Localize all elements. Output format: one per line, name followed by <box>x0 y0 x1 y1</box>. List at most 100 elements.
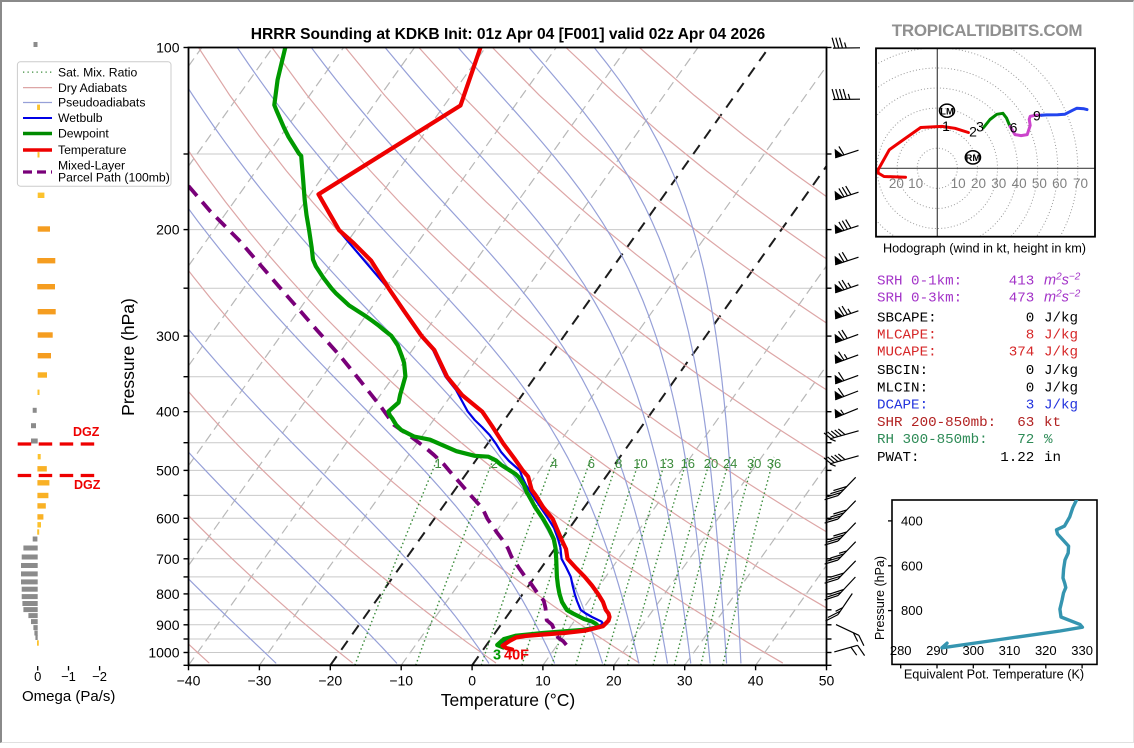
svg-text:16: 16 <box>681 456 695 471</box>
svg-text:0: 0 <box>1026 380 1035 396</box>
svg-text:3: 3 <box>1026 398 1035 414</box>
svg-text:800: 800 <box>901 603 923 618</box>
svg-text:300: 300 <box>156 328 180 344</box>
svg-text:3: 3 <box>976 119 984 135</box>
svg-text:72: 72 <box>1017 432 1034 448</box>
svg-text:6: 6 <box>588 456 595 471</box>
svg-text:RH 300-850mb:: RH 300-850mb: <box>877 432 988 448</box>
svg-text:800: 800 <box>156 586 180 602</box>
svg-text:MUCAPE:: MUCAPE: <box>877 345 937 361</box>
svg-text:Pseudoadiabats: Pseudoadiabats <box>58 96 145 110</box>
svg-text:30: 30 <box>991 176 1006 191</box>
svg-text:70: 70 <box>1073 176 1088 191</box>
svg-text:40: 40 <box>1012 176 1027 191</box>
svg-text:100: 100 <box>156 40 180 56</box>
svg-text:8: 8 <box>615 456 622 471</box>
svg-text:10: 10 <box>535 672 551 688</box>
svg-text:kt: kt <box>1044 415 1061 431</box>
svg-text:Mixed-Layer: Mixed-Layer <box>58 159 125 173</box>
svg-text:Pressure (hPa): Pressure (hPa) <box>118 298 138 416</box>
svg-text:SRH 0-1km:: SRH 0-1km: <box>877 274 962 290</box>
svg-text:J/kg: J/kg <box>1044 345 1078 361</box>
svg-text:24: 24 <box>723 456 737 471</box>
svg-text:13: 13 <box>659 456 673 471</box>
svg-text:20: 20 <box>889 176 904 191</box>
svg-text:10: 10 <box>951 176 966 191</box>
svg-text:600: 600 <box>901 558 923 573</box>
svg-text:20: 20 <box>704 456 718 471</box>
svg-text:60: 60 <box>1052 176 1067 191</box>
svg-text:DCAPE:: DCAPE: <box>877 398 928 414</box>
svg-text:30: 30 <box>747 456 761 471</box>
svg-text:36: 36 <box>767 456 781 471</box>
svg-text:30: 30 <box>677 672 693 688</box>
svg-text:Pressure (hPa): Pressure (hPa) <box>873 556 887 640</box>
svg-text:Temperature (°C): Temperature (°C) <box>441 690 575 710</box>
svg-text:%: % <box>1044 432 1053 448</box>
svg-text:8: 8 <box>1026 328 1035 344</box>
svg-text:9: 9 <box>1033 108 1041 124</box>
svg-text:LM: LM <box>940 106 954 117</box>
svg-text:0: 0 <box>34 669 41 684</box>
svg-text:MLCAPE:: MLCAPE: <box>877 328 937 344</box>
svg-text:SHR 200-850mb:: SHR 200-850mb: <box>877 415 996 431</box>
svg-text:Temperature: Temperature <box>58 143 127 157</box>
svg-text:400: 400 <box>901 513 923 528</box>
svg-text:374: 374 <box>1009 345 1035 361</box>
svg-text:1000: 1000 <box>148 645 179 661</box>
svg-text:m2s−2: m2s−2 <box>1044 272 1081 289</box>
svg-text:300: 300 <box>962 643 984 658</box>
svg-text:2: 2 <box>969 124 977 140</box>
svg-text:−20: −20 <box>318 672 342 688</box>
svg-text:m2s−2: m2s−2 <box>1044 289 1081 306</box>
svg-text:−10: −10 <box>389 672 413 688</box>
svg-text:Dewpoint: Dewpoint <box>58 127 109 141</box>
svg-text:400: 400 <box>156 404 180 420</box>
svg-text:4: 4 <box>551 456 558 471</box>
svg-text:500: 500 <box>156 462 180 478</box>
svg-text:0: 0 <box>1026 311 1035 327</box>
svg-text:−2: −2 <box>92 669 107 684</box>
svg-text:−30: −30 <box>248 672 272 688</box>
svg-text:40: 40 <box>748 672 764 688</box>
svg-text:Wetbulb: Wetbulb <box>58 111 103 125</box>
svg-text:J/kg: J/kg <box>1044 311 1078 327</box>
svg-text:2: 2 <box>491 456 498 471</box>
svg-text:J/kg: J/kg <box>1044 363 1078 379</box>
svg-text:20: 20 <box>971 176 986 191</box>
svg-text:−1: −1 <box>61 669 76 684</box>
svg-text:J/kg: J/kg <box>1044 380 1078 396</box>
svg-text:10: 10 <box>633 456 647 471</box>
svg-text:HRRR Sounding at KDKB Init: 01: HRRR Sounding at KDKB Init: 01z Apr 04 [… <box>251 26 766 43</box>
svg-text:DGZ: DGZ <box>73 425 100 439</box>
svg-text:1: 1 <box>942 118 950 134</box>
svg-text:1: 1 <box>434 456 441 471</box>
svg-text:PWAT:: PWAT: <box>877 450 920 466</box>
svg-text:3: 3 <box>493 648 501 664</box>
svg-text:50: 50 <box>819 672 835 688</box>
svg-text:473: 473 <box>1009 291 1035 307</box>
svg-text:Hodograph (wind in kt, height: Hodograph (wind in kt, height in km) <box>883 242 1086 256</box>
svg-text:Parcel Path (100mb): Parcel Path (100mb) <box>58 171 170 185</box>
svg-text:900: 900 <box>156 617 180 633</box>
svg-text:20: 20 <box>606 672 622 688</box>
svg-text:310: 310 <box>999 643 1021 658</box>
svg-text:320: 320 <box>1035 643 1057 658</box>
svg-text:Omega (Pa/s): Omega (Pa/s) <box>22 688 115 705</box>
svg-text:600: 600 <box>156 510 180 526</box>
svg-text:50: 50 <box>1032 176 1047 191</box>
svg-text:1.22: 1.22 <box>1000 450 1034 466</box>
svg-text:10: 10 <box>908 176 923 191</box>
svg-text:6: 6 <box>1010 120 1018 136</box>
svg-text:700: 700 <box>156 551 180 567</box>
svg-text:TROPICALTIDBITS.COM: TROPICALTIDBITS.COM <box>892 21 1083 40</box>
svg-text:Sat. Mix. Ratio: Sat. Mix. Ratio <box>58 65 137 79</box>
svg-text:DGZ: DGZ <box>74 478 101 492</box>
svg-text:200: 200 <box>156 222 180 238</box>
svg-text:63: 63 <box>1017 415 1034 431</box>
svg-text:in: in <box>1044 450 1061 466</box>
svg-text:J/kg: J/kg <box>1044 398 1078 414</box>
svg-text:0: 0 <box>468 672 476 688</box>
svg-text:−40: −40 <box>177 672 201 688</box>
svg-text:413: 413 <box>1009 274 1035 290</box>
